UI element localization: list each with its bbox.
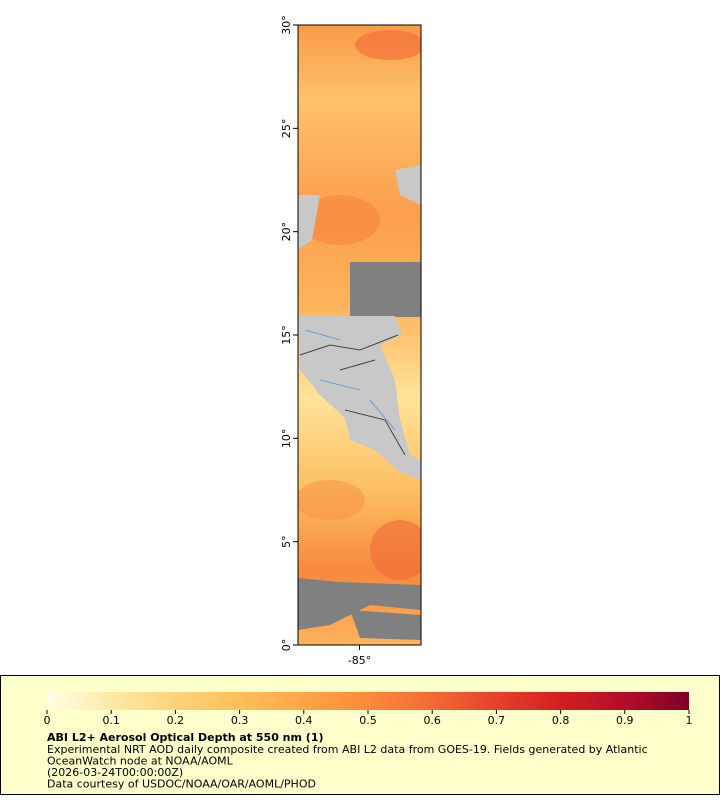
colorbar — [47, 692, 689, 710]
lat-tick-label: 25° — [280, 119, 293, 139]
lon-tick-label: -85° — [348, 654, 371, 667]
legend-line: Data courtesy of USDOC/NOAA/OAR/AOML/PHO… — [47, 778, 316, 791]
colorbar-tick-label: 0.3 — [231, 714, 249, 727]
map-imagery — [298, 25, 421, 645]
lat-tick-label: 30° — [280, 15, 293, 35]
colorbar-tick-label: 0.7 — [488, 714, 506, 727]
colorbar-tick-label: 0.5 — [359, 714, 377, 727]
legend-line: Experimental NRT AOD daily composite cre… — [47, 743, 648, 756]
colorbar-tick-label: 0.6 — [423, 714, 441, 727]
colorbar-tick-label: 0.2 — [167, 714, 185, 727]
legend-line: (2026-03-24T00:00:00Z) — [47, 766, 183, 779]
lat-tick-label: 20° — [280, 222, 293, 242]
lat-tick-label: 15° — [280, 325, 293, 345]
lat-tick-label: 0° — [280, 639, 293, 652]
colorbar-tick-label: 0.9 — [616, 714, 634, 727]
colorbar-tick-label: 0 — [44, 714, 51, 727]
lat-tick-label: 10° — [280, 429, 293, 449]
colorbar-tick-label: 0.8 — [552, 714, 570, 727]
colorbar-tick-label: 0.1 — [102, 714, 120, 727]
colorbar-tick-label: 1 — [686, 714, 693, 727]
legend-title: ABI L2+ Aerosol Optical Depth at 550 nm … — [47, 731, 324, 744]
colorbar-tick-label: 0.4 — [295, 714, 313, 727]
lat-tick-label: 5° — [280, 535, 293, 548]
legend-line: OceanWatch node at NOAA/AOML — [47, 755, 234, 768]
